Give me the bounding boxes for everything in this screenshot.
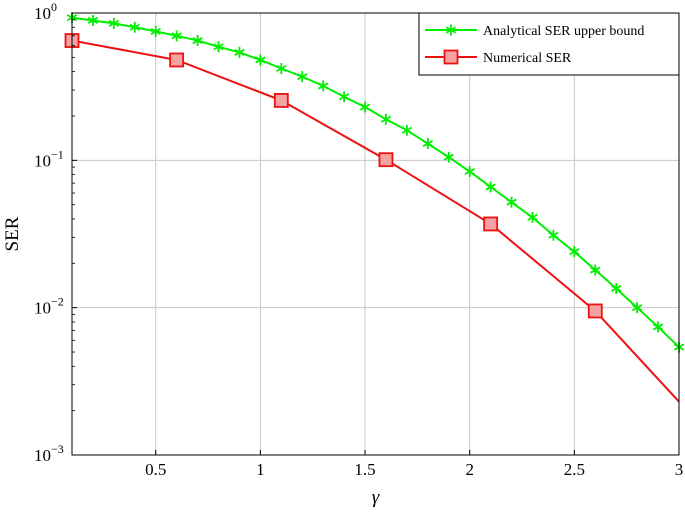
axis-ticks: 0.5 1 1.5 2 2.5 3 100 10−1 10−2 10−3 xyxy=(34,0,683,479)
data-point xyxy=(590,264,601,276)
legend: Analytical SER upper bound Numerical SER xyxy=(418,12,680,76)
x-tick-label: 3 xyxy=(675,460,684,479)
x-tick-label: 1.5 xyxy=(354,460,375,479)
data-point xyxy=(506,196,517,208)
grid xyxy=(72,13,680,455)
data-point xyxy=(485,181,496,193)
series-line xyxy=(71,39,680,403)
data-point xyxy=(255,54,266,66)
data-point xyxy=(527,211,538,223)
data-point xyxy=(652,321,664,333)
data-point xyxy=(359,101,371,113)
legend-label: Numerical SER xyxy=(483,51,572,66)
data-point xyxy=(610,282,622,294)
legend-label: Analytical SER upper bound xyxy=(483,24,644,39)
legend-box xyxy=(418,12,680,76)
data-point xyxy=(150,25,161,37)
data-point xyxy=(108,17,120,29)
data-point xyxy=(129,21,141,33)
data-point xyxy=(483,216,499,232)
data-point xyxy=(171,30,182,42)
data-point xyxy=(548,229,559,241)
x-axis-title: γ xyxy=(372,487,380,508)
legend-swatch-marker xyxy=(445,24,457,36)
data-point xyxy=(273,93,289,108)
data-point xyxy=(297,71,308,83)
data-point xyxy=(569,246,580,258)
y-tick-label: 10−3 xyxy=(34,442,64,465)
legend-swatch-marker xyxy=(443,49,459,65)
data-point xyxy=(213,41,224,53)
data-point xyxy=(464,165,475,177)
data-point xyxy=(422,138,434,150)
data-point xyxy=(338,91,350,103)
y-tick-label: 10−1 xyxy=(34,147,64,170)
data-point xyxy=(378,152,394,168)
x-tick-label: 2.5 xyxy=(564,460,585,479)
series-line xyxy=(71,16,680,348)
x-tick-label: 1 xyxy=(256,460,265,479)
data-point xyxy=(401,124,413,136)
plot-frame xyxy=(71,12,680,456)
data-point xyxy=(234,46,245,58)
data-point xyxy=(380,113,392,125)
data-point xyxy=(87,14,99,26)
data-point xyxy=(317,80,329,92)
x-tick-label: 0.5 xyxy=(145,460,166,479)
data-point xyxy=(587,303,603,319)
data-point xyxy=(276,63,287,75)
data-point xyxy=(443,151,454,163)
data-point xyxy=(631,302,643,314)
data-point xyxy=(169,52,185,68)
y-axis-title: SER xyxy=(2,216,23,251)
x-tick-label: 2 xyxy=(465,460,474,479)
y-tick-label: 10−2 xyxy=(34,295,64,318)
data-point xyxy=(192,35,203,47)
y-tick-label: 100 xyxy=(34,0,57,23)
